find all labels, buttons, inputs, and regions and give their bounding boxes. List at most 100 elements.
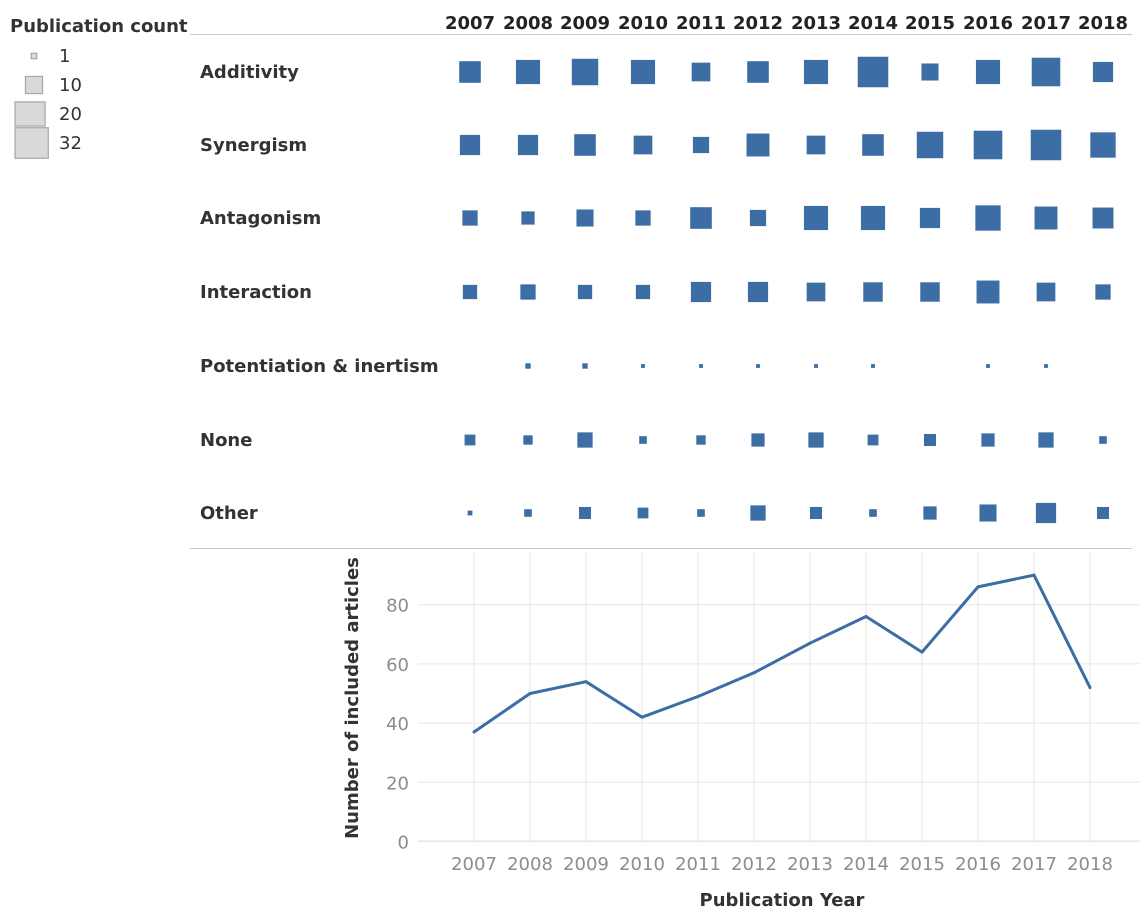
- count-square-r1-2018: [1090, 132, 1116, 158]
- count-square-r2-2008: [521, 211, 535, 225]
- line-chart-group: 0 20 40 60 80 2007 2008 2009 2010 2011 2012 2013 201…: [342, 552, 1140, 909]
- legend-swatch-20: [14, 101, 46, 127]
- count-square-r3-2015: [920, 282, 940, 302]
- year-header-2010: 2010: [618, 13, 668, 34]
- row-label-4: Potentiation & inertism: [200, 356, 439, 377]
- y-axis-title: Number of included articles: [342, 557, 363, 839]
- count-square-r0-2010: [630, 59, 656, 85]
- row-label-2: Antagonism: [200, 208, 321, 229]
- legend-swatch-1: [30, 52, 38, 60]
- count-square-r4-2008: [525, 363, 531, 369]
- count-square-r3-2017: [1036, 282, 1056, 302]
- count-square-r0-2018: [1092, 61, 1114, 83]
- year-header-2015: 2015: [905, 13, 955, 34]
- count-square-r5-2016: [981, 433, 995, 447]
- legend-label-1: 1: [59, 46, 70, 67]
- count-square-r4-2016: [986, 364, 990, 368]
- count-square-r1-2016: [973, 130, 1003, 160]
- count-square-r6-2012: [750, 505, 766, 521]
- year-header-2018: 2018: [1078, 13, 1128, 34]
- x-tick-2007: 2007: [451, 854, 497, 875]
- articles-point-2015: [920, 650, 924, 654]
- category-by-year-square-chart: 2007 2008 2009 2010 2011 2012 2013 2014 2015 2016…: [190, 13, 1132, 549]
- x-tick-2011: 2011: [675, 854, 721, 875]
- count-square-r5-2010: [639, 436, 647, 444]
- count-square-r3-2018: [1095, 284, 1111, 300]
- count-square-r2-2010: [635, 210, 651, 226]
- legend-swatch-10: [24, 75, 44, 95]
- count-square-r0-2016: [975, 59, 1001, 85]
- count-square-r0-2007: [459, 61, 481, 83]
- count-square-r6-2016: [979, 504, 997, 522]
- count-square-r3-2014: [863, 282, 883, 302]
- size-legend: Publication count 1 10 20 32: [0, 0, 190, 160]
- count-square-r6-2017: [1035, 502, 1057, 524]
- year-header-2011: 2011: [676, 13, 726, 34]
- count-square-r3-2016: [976, 280, 1000, 304]
- count-square-r0-2014: [857, 56, 889, 88]
- legend-label-20: 20: [59, 104, 82, 125]
- x-tick-2010: 2010: [619, 854, 665, 875]
- count-square-r3-2009: [577, 284, 593, 300]
- articles-point-2018: [1088, 686, 1092, 690]
- count-square-r0-2008: [515, 59, 541, 85]
- count-square-r1-2013: [806, 135, 826, 155]
- y-tick-80: 80: [386, 596, 409, 617]
- count-square-r4-2012: [756, 364, 760, 368]
- articles-point-2008: [528, 692, 532, 695]
- count-square-r5-2017: [1038, 432, 1054, 448]
- count-square-r5-2018: [1099, 436, 1107, 444]
- row-label-5: None: [200, 430, 252, 451]
- articles-point-2007: [472, 730, 476, 734]
- x-tick-2018: 2018: [1067, 854, 1113, 875]
- count-square-r3-2011: [690, 281, 712, 303]
- count-square-r1-2014: [862, 134, 884, 156]
- year-header-2017: 2017: [1021, 13, 1071, 34]
- count-square-r6-2013: [809, 506, 823, 520]
- count-square-r2-2007: [462, 210, 478, 226]
- count-square-r0-2013: [803, 59, 829, 85]
- count-square-r6-2007: [467, 510, 473, 516]
- count-square-r2-2018: [1092, 207, 1114, 229]
- count-square-r1-2009: [574, 134, 596, 156]
- count-square-r4-2013: [814, 364, 818, 368]
- x-tick-2008: 2008: [507, 854, 553, 875]
- count-square-r6-2014: [869, 509, 877, 517]
- articles-point-2009: [584, 680, 588, 684]
- count-square-r6-2010: [637, 507, 649, 519]
- count-square-r4-2017: [1044, 364, 1048, 368]
- count-square-r5-2014: [867, 434, 879, 446]
- count-square-r3-2013: [806, 282, 826, 302]
- count-square-r0-2012: [747, 61, 769, 83]
- legend-title: Publication count: [10, 16, 188, 37]
- articles-point-2010: [640, 715, 644, 719]
- year-header-2008: 2008: [503, 13, 553, 34]
- x-tick-2014: 2014: [843, 854, 889, 875]
- count-square-r0-2017: [1031, 57, 1061, 87]
- x-tick-2012: 2012: [731, 854, 777, 875]
- count-square-r2-2017: [1034, 206, 1058, 230]
- x-axis-title: Publication Year: [700, 890, 865, 909]
- count-square-r5-2008: [523, 435, 533, 445]
- y-tick-20: 20: [386, 773, 409, 794]
- count-square-r2-2015: [919, 207, 941, 229]
- x-tick-2013: 2013: [787, 854, 833, 875]
- count-square-r5-2013: [808, 432, 824, 448]
- count-square-r5-2012: [751, 433, 765, 447]
- count-square-r5-2011: [696, 435, 706, 445]
- year-header-2016: 2016: [963, 13, 1013, 34]
- count-square-r3-2008: [520, 284, 536, 300]
- x-tick-2009: 2009: [563, 854, 609, 875]
- year-header-2007: 2007: [445, 13, 495, 34]
- count-square-r1-2017: [1030, 129, 1062, 161]
- x-tick-2017: 2017: [1011, 854, 1057, 875]
- count-square-r0-2011: [691, 62, 711, 82]
- count-square-r3-2012: [747, 281, 769, 303]
- count-square-r6-2015: [923, 506, 937, 520]
- y-tick-60: 60: [386, 655, 409, 676]
- count-square-r2-2011: [690, 207, 712, 229]
- year-header-2014: 2014: [848, 13, 898, 34]
- count-square-r1-2012: [746, 133, 770, 157]
- articles-point-2012: [752, 671, 756, 675]
